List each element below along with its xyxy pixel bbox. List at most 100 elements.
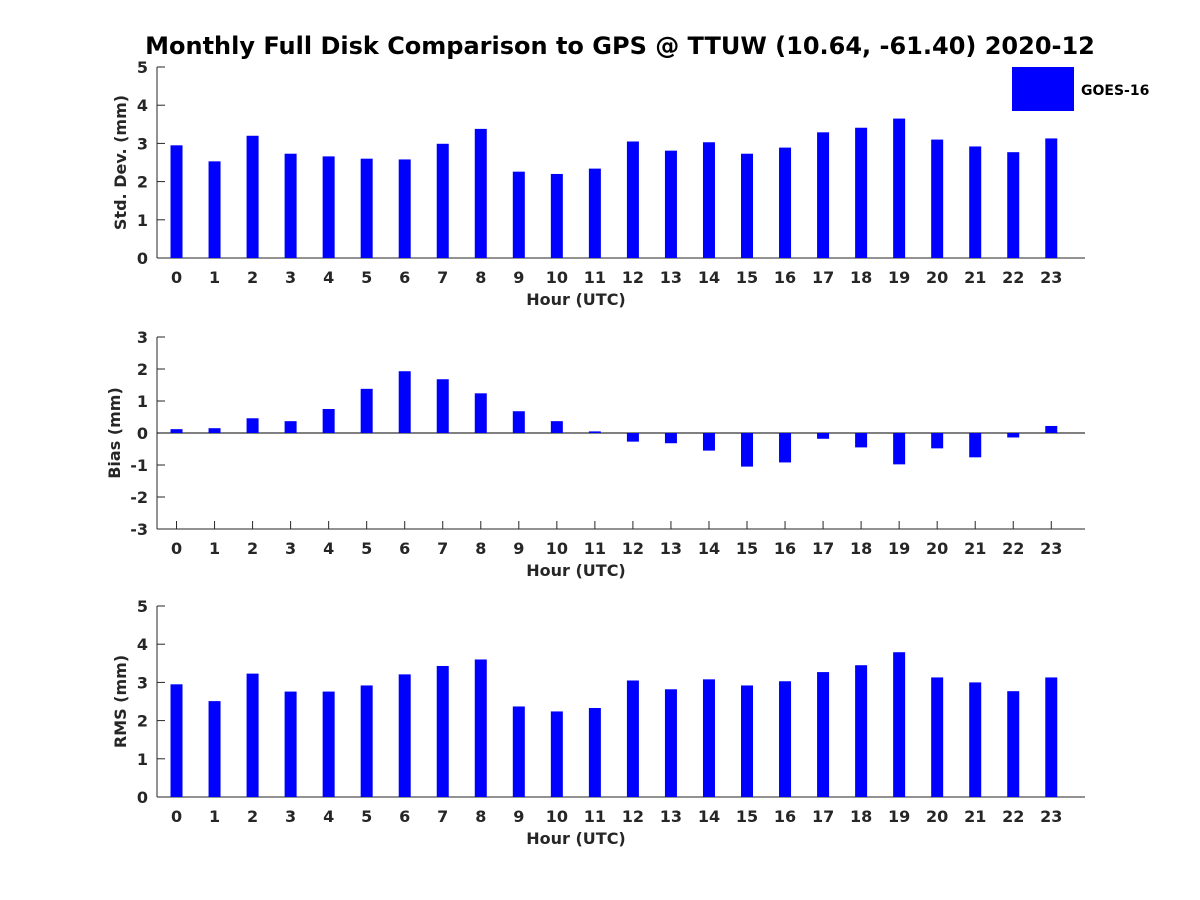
- rms-bar-hour-2: [246, 673, 259, 797]
- rms-bar-hour-3: [284, 691, 297, 797]
- std-dev-bar-hour-13: [664, 150, 677, 258]
- bias-x-tick-label: 12: [622, 539, 644, 558]
- bias-x-tick-label: 4: [323, 539, 334, 558]
- std-dev-bar-hour-3: [284, 153, 297, 258]
- bias-bar-hour-13: [664, 433, 677, 444]
- std-dev-x-tick-label: 17: [812, 268, 834, 287]
- rms-bar-hour-5: [360, 685, 373, 797]
- rms-y-tick-label: 4: [137, 635, 148, 654]
- rms-y-axis-label: RMS (mm): [111, 655, 130, 748]
- rms-bar-hour-15: [741, 685, 754, 797]
- bias-bar-hour-14: [702, 433, 715, 451]
- bias-x-tick-label: 8: [475, 539, 486, 558]
- rms-x-tick-label: 4: [323, 807, 334, 826]
- bias-bar-hour-8: [474, 393, 487, 433]
- rms-bar-hour-20: [931, 677, 944, 797]
- rms-bar-hour-8: [474, 659, 487, 797]
- std-dev-y-tick-label: 2: [137, 173, 148, 192]
- bias-x-tick-label: 10: [546, 539, 568, 558]
- bias-bar-hour-1: [208, 428, 221, 433]
- bias-x-tick-label: 17: [812, 539, 834, 558]
- std-dev-x-tick-label: 19: [888, 268, 910, 287]
- std-dev-x-tick-label: 22: [1002, 268, 1024, 287]
- std-dev-bar-hour-7: [436, 143, 449, 258]
- rms-bar-hour-21: [969, 682, 982, 797]
- rms-bar-hour-9: [512, 706, 525, 797]
- bias-bar-hour-5: [360, 388, 373, 433]
- rms-bar-hour-13: [664, 689, 677, 797]
- bias-y-tick-label: -2: [130, 488, 148, 507]
- bias-bar-hour-10: [550, 421, 563, 433]
- std-dev-bar-hour-16: [779, 147, 792, 258]
- rms-bar-hour-4: [322, 691, 335, 797]
- rms-x-tick-label: 23: [1040, 807, 1062, 826]
- bias-bar-hour-3: [284, 421, 297, 433]
- rms-x-tick-label: 13: [660, 807, 682, 826]
- std-dev-x-tick-label: 5: [361, 268, 372, 287]
- rms-y-tick-label: 1: [137, 750, 148, 769]
- bias-bar-hour-9: [512, 411, 525, 433]
- std-dev-y-tick-label: 1: [137, 211, 148, 230]
- bias-x-tick-label: 6: [399, 539, 410, 558]
- rms-x-tick-label: 6: [399, 807, 410, 826]
- std-dev-bar-hour-23: [1045, 138, 1058, 258]
- bias-bar-hour-19: [893, 433, 906, 465]
- std-dev-bar-hour-17: [817, 132, 830, 258]
- std-dev-y-tick-label: 0: [137, 249, 148, 268]
- rms-x-tick-label: 15: [736, 807, 758, 826]
- bias-x-tick-label: 14: [698, 539, 720, 558]
- rms-x-tick-label: 17: [812, 807, 834, 826]
- rms-y-tick-label: 3: [137, 673, 148, 692]
- bias-x-tick-label: 19: [888, 539, 910, 558]
- bias-x-tick-label: 16: [774, 539, 796, 558]
- std-dev-bar-hour-5: [360, 158, 373, 258]
- rms-bar-hour-14: [702, 679, 715, 797]
- bias-x-tick-label: 3: [285, 539, 296, 558]
- bias-bar-hour-12: [626, 433, 639, 442]
- std-dev-x-axis-label: Hour (UTC): [526, 290, 626, 309]
- rms-bar-hour-16: [779, 681, 792, 797]
- bias-x-tick-label: 9: [513, 539, 524, 558]
- rms-bar-hour-10: [550, 711, 563, 797]
- bias-x-tick-label: 22: [1002, 539, 1024, 558]
- rms-bar-hour-18: [855, 665, 868, 797]
- std-dev-x-tick-label: 23: [1040, 268, 1062, 287]
- std-dev-bar-hour-22: [1007, 152, 1020, 258]
- std-dev-bar-hour-1: [208, 161, 221, 258]
- std-dev-y-tick-label: 5: [137, 58, 148, 77]
- rms-bar-hour-19: [893, 652, 906, 797]
- std-dev-y-tick-label: 3: [137, 134, 148, 153]
- rms-bar-hour-7: [436, 665, 449, 797]
- bias-bar-hour-21: [969, 433, 982, 458]
- std-dev-bar-hour-10: [550, 173, 563, 258]
- std-dev-x-tick-label: 8: [475, 268, 486, 287]
- std-dev-bar-hour-4: [322, 156, 335, 258]
- bias-bar-hour-4: [322, 409, 335, 433]
- bias-bar-hour-22: [1007, 433, 1020, 438]
- std-dev-x-tick-label: 21: [964, 268, 986, 287]
- bias-bar-hour-6: [398, 371, 411, 433]
- std-dev-x-tick-label: 14: [698, 268, 720, 287]
- bias-y-tick-label: -1: [130, 456, 148, 475]
- rms-x-tick-label: 14: [698, 807, 720, 826]
- rms-x-tick-label: 9: [513, 807, 524, 826]
- std-dev-x-tick-label: 4: [323, 268, 334, 287]
- bias-x-tick-label: 20: [926, 539, 948, 558]
- bias-x-tick-label: 23: [1040, 539, 1062, 558]
- rms-x-tick-label: 18: [850, 807, 872, 826]
- bias-x-tick-label: 13: [660, 539, 682, 558]
- bias-x-tick-label: 5: [361, 539, 372, 558]
- std-dev-x-tick-label: 13: [660, 268, 682, 287]
- std-dev-bar-hour-15: [741, 153, 754, 258]
- rms-bar-hour-17: [817, 672, 830, 797]
- rms-y-tick-label: 5: [137, 597, 148, 616]
- chart-title: Monthly Full Disk Comparison to GPS @ TT…: [145, 32, 1095, 60]
- legend-swatch: [1012, 67, 1074, 111]
- bias-bar-hour-18: [855, 433, 868, 448]
- bias-bar-hour-2: [246, 418, 259, 433]
- rms-x-tick-label: 3: [285, 807, 296, 826]
- bias-y-tick-label: 2: [137, 360, 148, 379]
